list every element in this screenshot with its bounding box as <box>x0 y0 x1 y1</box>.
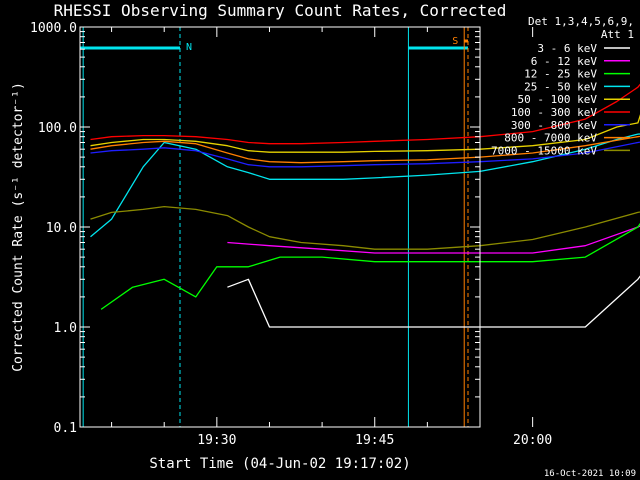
legend-header-attenuator: Att 1 <box>601 28 634 41</box>
series-line-5 <box>90 114 640 153</box>
legend-label-4: 25 - 50 keV <box>524 80 597 93</box>
saa-flag-label: S <box>452 36 458 47</box>
x-axis-label: Start Time (04-Jun-02 19:17:02) <box>149 456 410 472</box>
legend-label-9: 7000 - 15000 keV <box>491 144 597 157</box>
legend-label-3: 12 - 25 keV <box>524 68 597 81</box>
y-tick-label: 1000.0 <box>30 21 77 36</box>
legend-label-1: 3 - 6 keV <box>537 42 597 55</box>
legend-label-7: 300 - 800 keV <box>511 119 597 132</box>
y-tick-label: 1.0 <box>54 321 77 336</box>
legend-label-5: 50 - 100 keV <box>518 93 598 106</box>
legend-header: Det 1,3,4,5,6,9, <box>528 15 634 28</box>
y-tick-label: 100.0 <box>38 121 77 136</box>
x-tick-label: 19:30 <box>197 433 236 448</box>
y-tick-label: 10.0 <box>46 221 77 236</box>
y-tick-label: 0.1 <box>54 421 77 436</box>
timestamp: 16-Oct-2021 10:09 <box>544 469 636 479</box>
legend-label-6: 100 - 300 keV <box>511 106 597 119</box>
series-line-6 <box>90 83 640 145</box>
x-tick-label: 20:00 <box>513 433 552 448</box>
series-line-1 <box>227 275 640 328</box>
x-tick-label: 19:45 <box>355 433 394 448</box>
night-flag-label: N <box>186 42 192 53</box>
y-axis-label: Corrected Count Rate (s⁻¹ detector⁻¹) <box>11 82 26 372</box>
axes: 0.11.010.0100.01000.019:3019:4520:0020:1… <box>30 21 552 448</box>
chart-title: RHESSI Observing Summary Count Rates, Co… <box>54 1 507 20</box>
legend-label-2: 6 - 12 keV <box>531 55 598 68</box>
legend-label-8: 800 - 7000 keV <box>504 132 597 145</box>
plot-area: NS <box>80 27 640 427</box>
series-line-3 <box>100 222 640 310</box>
